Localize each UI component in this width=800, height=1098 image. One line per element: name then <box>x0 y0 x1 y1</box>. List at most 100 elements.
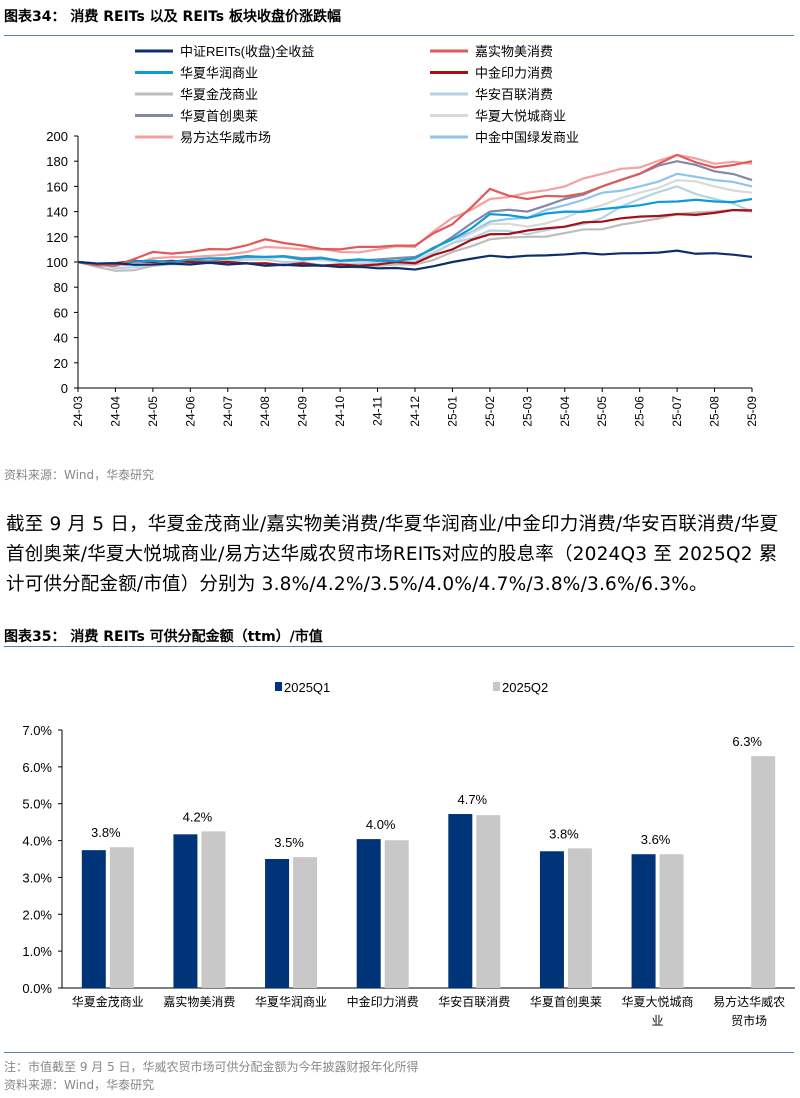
data-label: 3.8% <box>91 825 121 840</box>
x-tick-label: 25-04 <box>558 396 572 427</box>
y-tick-label: 20 <box>54 356 68 371</box>
legend-swatch <box>275 682 282 691</box>
data-label: 4.2% <box>183 809 213 824</box>
bar <box>384 840 409 988</box>
data-label: 3.6% <box>641 832 671 847</box>
bar <box>265 859 290 988</box>
x-tick-label: 25-01 <box>445 396 459 427</box>
bar <box>201 831 226 988</box>
data-label: 3.5% <box>274 835 304 850</box>
x-tick-label: 24-03 <box>71 396 85 427</box>
y-tick-label: 3.0% <box>22 870 52 885</box>
series-line <box>77 153 753 267</box>
x-tick-label: 华安百联消费 <box>438 994 510 1009</box>
bar <box>476 815 501 988</box>
bar <box>659 854 684 988</box>
x-tick-label: 24-08 <box>258 396 272 427</box>
legend-swatch <box>493 682 500 691</box>
bar <box>631 854 656 988</box>
x-tick-label: 华夏金茂商业 <box>72 994 144 1009</box>
series-line <box>77 153 753 267</box>
x-tick-label: 25-06 <box>633 396 647 427</box>
x-tick-label: 业 <box>652 1014 664 1028</box>
y-tick-label: 120 <box>46 230 68 245</box>
figure34-title: 图表34： 消费 REITs 以及 REITs 板块收盘价涨跌幅 <box>4 9 342 25</box>
data-label: 4.0% <box>366 817 396 832</box>
x-tick-label: 24-04 <box>108 396 122 427</box>
bar <box>81 850 106 988</box>
y-tick-label: 2.0% <box>22 907 52 922</box>
legend-label: 中金中国绿发商业 <box>475 130 579 145</box>
x-tick-label: 24-09 <box>296 396 310 427</box>
y-tick-label: 6.0% <box>22 760 52 775</box>
x-tick-label: 24-06 <box>183 396 197 427</box>
y-tick-label: 40 <box>54 331 68 346</box>
figure35-title: 图表35： 消费 REITs 可供分配金额（ttm）/市值 <box>4 629 323 645</box>
y-tick-label: 160 <box>46 179 68 194</box>
bar <box>539 851 564 988</box>
y-tick-label: 7.0% <box>22 723 52 738</box>
legend-label: 华夏金茂商业 <box>180 87 258 102</box>
legend-label: 中证REITs(收盘)全收益 <box>180 44 314 59</box>
bar <box>293 857 318 988</box>
y-tick-label: 0 <box>61 381 68 396</box>
divider <box>4 646 794 647</box>
x-tick-label: 华夏大悦城商 <box>622 994 694 1009</box>
figure34-source: 资料来源：Wind，华泰研究 <box>4 468 155 482</box>
x-tick-label: 易方达华威农 <box>713 994 785 1009</box>
legend-label: 华夏大悦城商业 <box>475 109 566 124</box>
x-tick-label: 25-02 <box>483 396 497 427</box>
series-line <box>77 208 753 267</box>
y-tick-label: 180 <box>46 154 68 169</box>
bar <box>448 814 473 988</box>
series-line <box>77 160 753 267</box>
legend-label: 2025Q1 <box>284 680 330 695</box>
series-line <box>77 249 753 271</box>
legend-label: 中金印力消费 <box>475 66 553 81</box>
x-tick-label: 25-08 <box>708 396 722 427</box>
legend-label: 华夏华润商业 <box>180 66 258 81</box>
x-tick-label: 25-05 <box>595 396 609 427</box>
y-tick-label: 4.0% <box>22 834 52 849</box>
figure35-note: 注：市值截至 9 月 5 日，华威农贸市场可供分配金额为今年披露财报年化所得 <box>4 1060 419 1074</box>
x-tick-label: 中金印力消费 <box>347 994 419 1009</box>
x-tick-label: 24-05 <box>146 396 160 427</box>
bar <box>109 847 134 988</box>
data-label: 4.7% <box>457 792 487 807</box>
figure35-source: 资料来源：Wind，华泰研究 <box>4 1078 155 1092</box>
bar <box>173 834 198 988</box>
legend-label: 华安百联消费 <box>475 87 553 102</box>
x-tick-label: 华夏华润商业 <box>255 994 327 1009</box>
y-tick-label: 80 <box>54 280 68 295</box>
x-tick-label: 贸市场 <box>731 1013 767 1028</box>
bar <box>567 848 592 988</box>
data-label: 6.3% <box>732 734 762 749</box>
x-tick-label: 25-09 <box>745 396 759 427</box>
legend-label: 华夏首创奥莱 <box>180 109 258 124</box>
y-tick-label: 0.0% <box>22 981 52 996</box>
bar-chart: 2025Q1 2025Q2 0.0% 1.0% 2.0% 3.0% 4.0% 5.0% 6.0%… <box>22 680 795 1028</box>
y-tick-label: 60 <box>54 305 68 320</box>
divider <box>4 35 794 36</box>
x-tick-label: 24-10 <box>333 396 347 427</box>
legend-label: 2025Q2 <box>502 680 548 695</box>
y-tick-label: 1.0% <box>22 944 52 959</box>
y-tick-label: 5.0% <box>22 797 52 812</box>
data-label: 3.8% <box>549 826 579 841</box>
x-tick-label: 24-11 <box>371 396 385 426</box>
x-tick-label: 25-03 <box>520 396 534 427</box>
bar <box>751 756 776 988</box>
y-tick-label: 140 <box>46 205 68 220</box>
y-tick-label: 200 <box>46 129 68 144</box>
x-tick-label: 25-07 <box>670 396 684 427</box>
body-paragraph: 截至 9 月 5 日，华夏金茂商业/嘉实物美消费/华夏华润商业/中金印力消费/华… <box>6 514 779 595</box>
bar <box>356 839 381 988</box>
divider <box>4 1052 794 1053</box>
x-tick-label: 华夏首创奥莱 <box>530 995 602 1009</box>
x-tick-label: 24-12 <box>408 396 422 427</box>
y-tick-label: 100 <box>46 255 68 270</box>
x-tick-label: 24-07 <box>221 396 235 427</box>
x-tick-label: 嘉实物美消费 <box>163 994 235 1009</box>
series-line <box>77 197 753 267</box>
